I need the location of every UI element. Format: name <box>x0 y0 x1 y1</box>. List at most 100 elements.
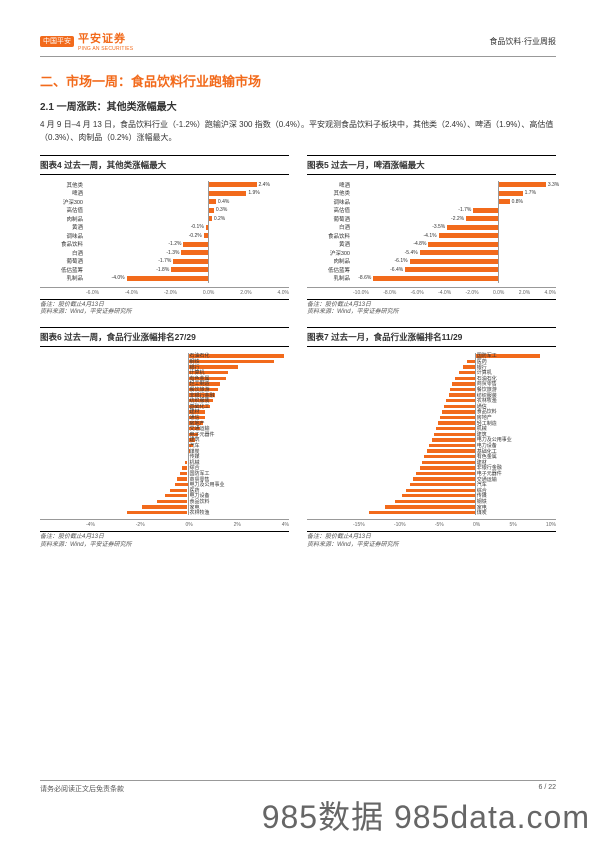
chart7-title: 图表7 过去一月，食品行业涨幅排名11/29 <box>307 327 556 347</box>
bar <box>369 511 475 514</box>
bar-label: 调味品 <box>40 232 86 240</box>
bar <box>173 259 208 264</box>
bar-value: 0.4% <box>218 199 229 205</box>
bar <box>175 483 188 486</box>
bar <box>424 455 474 458</box>
bar-value: -4.0% <box>112 275 125 281</box>
bar-label: 乳制品 <box>307 274 353 282</box>
x-tick: 4% <box>282 522 289 528</box>
bar-value: -4.1% <box>424 233 437 239</box>
bar-row: 其他类1.7% <box>307 189 556 198</box>
bar <box>422 461 475 464</box>
x-tick: 4.0% <box>545 290 556 296</box>
bar <box>410 483 475 486</box>
bar-value: -1.3% <box>166 250 179 256</box>
bar <box>142 505 188 508</box>
bar-value: 1.9% <box>248 190 259 196</box>
x-tick: -2.0% <box>466 290 479 296</box>
bar <box>157 500 187 503</box>
bar <box>452 382 475 385</box>
bar-row: 啤酒3.3% <box>307 181 556 190</box>
bar-label: 肉制品 <box>40 215 86 223</box>
bar-value: 2.4% <box>259 182 270 188</box>
x-tick: -2.0% <box>164 290 177 296</box>
section-title: 二、市场一周：食品饮料行业跑输市场 <box>40 71 556 90</box>
bar-label: 葡萄酒 <box>307 215 353 223</box>
bar <box>416 472 474 475</box>
bar-value: -0.1% <box>191 224 204 230</box>
bar-label: 啤酒 <box>40 189 86 197</box>
bar <box>498 182 546 187</box>
bar <box>127 276 208 281</box>
bar-label: 农林牧渔 <box>190 509 210 516</box>
bar-row: 农林牧渔 <box>40 510 289 516</box>
bar <box>442 410 475 413</box>
x-tick: 2.0% <box>240 290 251 296</box>
bar-value: -8.6% <box>358 275 371 281</box>
logo-en: PING AN SECURITIES <box>78 46 133 52</box>
x-tick: -8.0% <box>383 290 396 296</box>
bar <box>402 494 475 497</box>
bar-value: -1.7% <box>158 258 171 264</box>
bar-row: 黄酒-0.1% <box>40 223 289 232</box>
bar <box>183 242 207 247</box>
bar <box>208 182 257 187</box>
chart6-note1: 备注：股价截止4月13日 <box>40 534 104 540</box>
bar <box>406 489 475 492</box>
bar <box>208 191 247 196</box>
bar-label: 白酒 <box>40 249 86 257</box>
bar-label: 高估值 <box>307 206 353 214</box>
bar <box>420 250 498 255</box>
bar-label: 高估值 <box>40 206 86 214</box>
bar-label: 食品饮料 <box>307 232 353 240</box>
bar-row: 葡萄酒-1.7% <box>40 257 289 266</box>
bar <box>181 250 207 255</box>
bar <box>449 393 475 396</box>
x-tick: 0% <box>473 522 480 528</box>
x-tick: 4.0% <box>278 290 289 296</box>
bar <box>463 365 475 368</box>
bar <box>395 500 475 503</box>
bar-label: 肉制品 <box>307 257 353 265</box>
bar-value: 0.2% <box>214 216 225 222</box>
bar <box>177 477 187 480</box>
bar <box>438 421 475 424</box>
footer-left: 请务必阅读正文后免责条款 <box>40 784 124 794</box>
bar-row: 白酒-3.5% <box>307 223 556 232</box>
x-tick: -5% <box>435 522 444 528</box>
bar-row: 肉制品-6.1% <box>307 257 556 266</box>
bar <box>466 216 498 221</box>
bar <box>467 360 475 363</box>
bar-value: -1.2% <box>168 241 181 247</box>
bar-row: 食品饮料 -1.2% <box>40 240 289 249</box>
body-text: 4 月 9 日–4 月 13 日，食品饮料行业（-1.2%）跑输沪深 300 指… <box>40 119 556 145</box>
bar-value: 0.3% <box>216 207 227 213</box>
bar-row: 葡萄酒-2.2% <box>307 215 556 224</box>
bar-row: 煤炭 <box>307 510 556 516</box>
x-tick: -10% <box>394 522 406 528</box>
x-tick: -2% <box>136 522 145 528</box>
bar <box>410 259 498 264</box>
logo-cn: 平安证券 <box>78 30 133 46</box>
bar-row: 高估值 0.3% <box>40 206 289 215</box>
bar-row: 啤酒 1.9% <box>40 189 289 198</box>
bar <box>127 511 188 514</box>
chart5-note2: 资料来源：Wind，平安证券研究所 <box>307 309 399 315</box>
bar-value: 3.3% <box>548 182 559 188</box>
bar-label: 低估蓝筹 <box>40 266 86 274</box>
bar <box>170 489 188 492</box>
bar-label: 食品饮料 <box>40 240 86 248</box>
bar <box>171 267 208 272</box>
bar <box>473 208 498 213</box>
bar-value: -4.8% <box>413 241 426 247</box>
bar-value: 0.8% <box>512 199 523 205</box>
bar-value: -1.7% <box>458 207 471 213</box>
bar-row: 乳制品-4.0% <box>40 274 289 283</box>
bar <box>188 360 274 363</box>
bar-value: -6.4% <box>390 267 403 273</box>
bar <box>208 199 216 204</box>
logo-badge: 中国平安 <box>40 36 74 47</box>
header-right: 食品饮料·行业周报 <box>489 36 556 47</box>
bar-row: 白酒 -1.3% <box>40 249 289 258</box>
x-tick: -6.0% <box>86 290 99 296</box>
